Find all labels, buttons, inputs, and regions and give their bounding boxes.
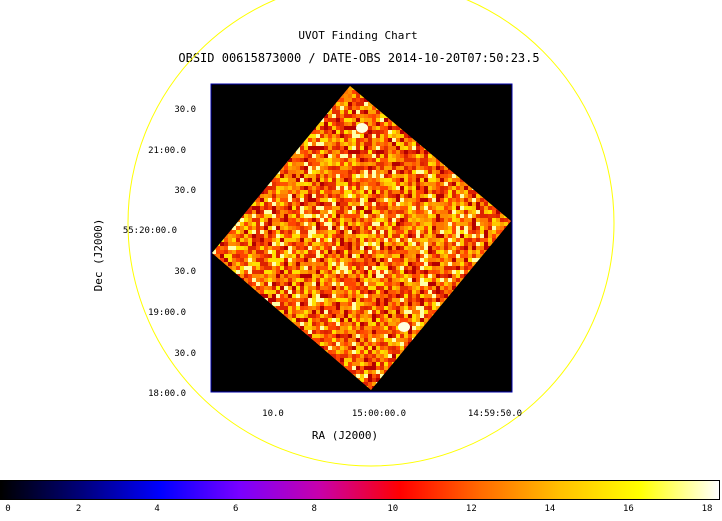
y-axis-label: Dec (J2000) xyxy=(92,219,105,292)
y-tick-label: 18:00.0 xyxy=(148,389,186,399)
y-tick-label: 30.0 xyxy=(174,105,196,115)
colorbar-tick-label: 14 xyxy=(544,504,556,514)
chart-subtitle: OBSID 00615873000 / DATE-OBS 2014-10-20T… xyxy=(178,51,540,65)
y-tick-label: 30.0 xyxy=(174,186,196,196)
y-tick-label: 55:20:00.0 xyxy=(123,226,177,236)
y-tick-label: 30.0 xyxy=(174,349,196,359)
x-tick-label: 14:59:50.0 xyxy=(468,409,522,419)
y-tick-label: 21:00.0 xyxy=(148,146,186,156)
x-axis-label: RA (J2000) xyxy=(312,429,378,442)
y-tick-label: 19:00.0 xyxy=(148,308,186,318)
source-blob xyxy=(398,322,410,332)
colorbar-tick-label: 18 xyxy=(701,504,713,514)
colorbar xyxy=(0,480,720,500)
x-tick-label: 15:00:00.0 xyxy=(352,409,406,419)
finding-chart-plot: 30.0 21:00.0 30.0 55:20:00.0 30.0 19:00.… xyxy=(92,0,615,467)
colorbar-tick-label: 12 xyxy=(465,504,477,514)
x-tick-label: 10.0 xyxy=(262,409,284,419)
chart-title: UVOT Finding Chart xyxy=(298,29,418,42)
colorbar-tick-label: 16 xyxy=(623,504,634,514)
colorbar-tick-label: 8 xyxy=(311,504,317,514)
colorbar-tick-label: 6 xyxy=(232,504,239,514)
source-blob xyxy=(356,123,368,133)
y-tick-label: 30.0 xyxy=(174,267,196,277)
colorbar-tick-label: 10 xyxy=(387,504,399,514)
colorbar-tick-label: 0 xyxy=(5,504,11,514)
colorbar-tick-label: 2 xyxy=(75,504,82,514)
field-of-view-circle xyxy=(127,0,615,467)
colorbar-tick-label: 4 xyxy=(154,504,160,514)
